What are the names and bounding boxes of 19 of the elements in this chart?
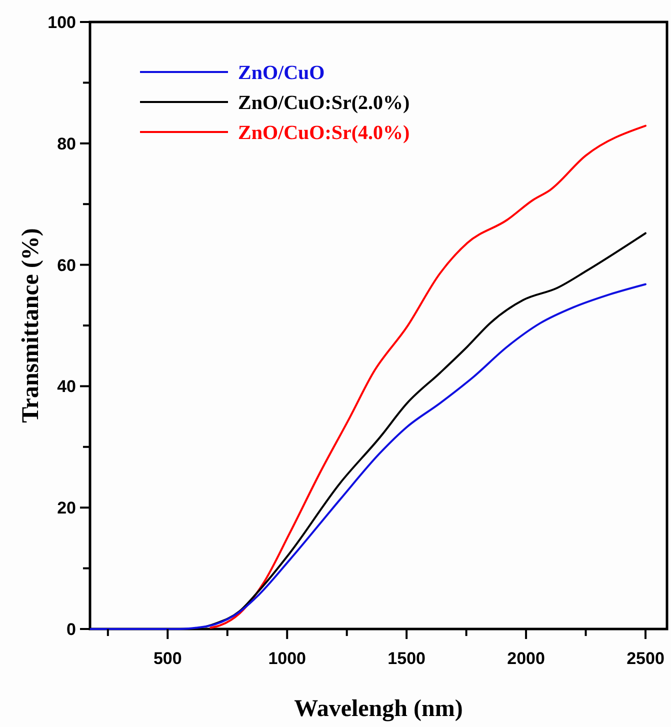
y-tick-label: 20 — [57, 498, 76, 518]
y-tick-label: 80 — [57, 134, 76, 154]
x-tick-label: 2000 — [507, 649, 545, 668]
legend-label: ZnO/CuO:Sr(2.0%) — [238, 92, 410, 114]
x-tick-label: 1500 — [388, 649, 426, 668]
y-axis-title: Transmittance (%) — [18, 228, 44, 423]
x-tick-label: 500 — [153, 649, 182, 668]
y-tick-label: 100 — [48, 13, 76, 32]
line-series — [210, 124, 646, 629]
x-tick-label: 2500 — [626, 649, 664, 668]
y-tick-label: 40 — [57, 377, 76, 396]
line-series — [89, 283, 646, 630]
line-series — [204, 232, 646, 628]
x-axis-title: Wavelengh (nm) — [294, 696, 463, 722]
y-tick-label: 60 — [57, 256, 76, 275]
x-tick-label: 1000 — [268, 649, 306, 668]
legend-label: ZnO/CuO — [238, 62, 325, 84]
y-tick-label: 0 — [66, 620, 76, 639]
legend-label: ZnO/CuO:Sr(4.0%) — [238, 122, 410, 144]
